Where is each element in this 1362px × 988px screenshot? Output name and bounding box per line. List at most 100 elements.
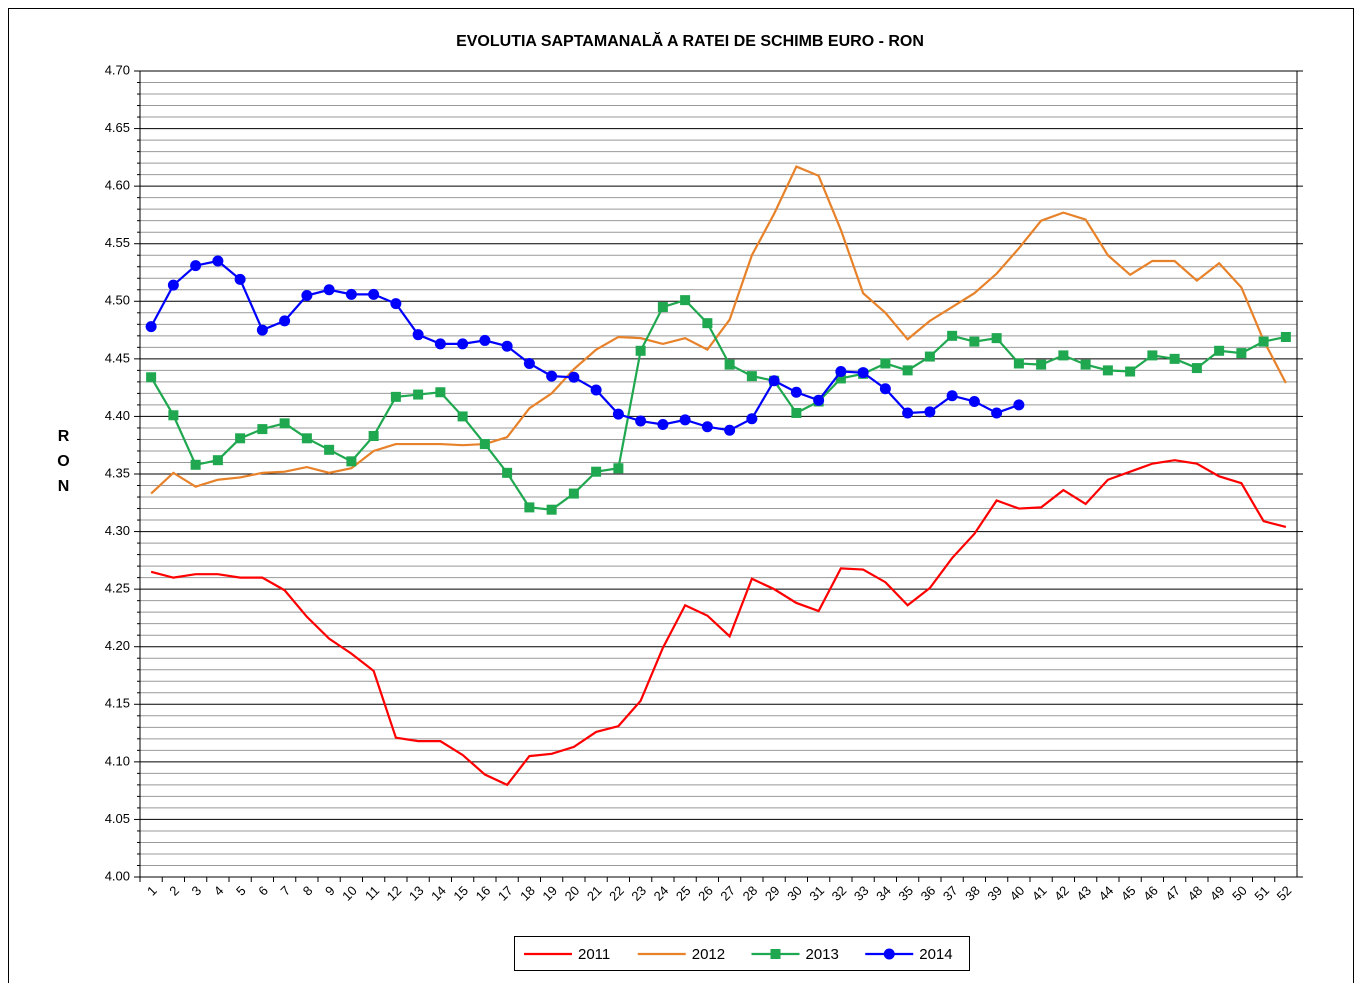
- point: [991, 333, 1002, 344]
- x-tick-label: 36: [918, 883, 939, 904]
- point: [724, 359, 735, 370]
- legend-label: 2013: [806, 946, 839, 963]
- point: [390, 391, 401, 402]
- point: [546, 504, 557, 515]
- legend-item: 2014: [865, 946, 953, 963]
- point: [1147, 350, 1158, 361]
- point: [590, 384, 602, 396]
- point: [746, 413, 758, 425]
- x-tick-label: 4: [211, 883, 227, 899]
- legend-label: 2011: [578, 946, 610, 963]
- x-tick-label: 48: [1185, 883, 1206, 904]
- point: [902, 407, 914, 419]
- x-tick-label: 24: [651, 883, 672, 904]
- x-tick-label: 26: [695, 883, 716, 904]
- point: [613, 463, 624, 474]
- y-tick-label: 4.15: [105, 696, 130, 711]
- x-tick-label: 38: [962, 883, 983, 904]
- y-tick-label: 4.60: [105, 178, 130, 193]
- point: [657, 302, 668, 313]
- point: [435, 387, 446, 398]
- point: [635, 415, 647, 427]
- x-tick-label: 17: [495, 883, 516, 904]
- x-tick-label: 8: [300, 883, 316, 899]
- x-tick-label: 18: [517, 883, 538, 904]
- series-line: [150, 165, 1287, 495]
- y-tick-label: 4.35: [105, 465, 130, 480]
- point: [701, 421, 713, 433]
- x-tick-label: 13: [406, 883, 427, 904]
- x-tick-label: 39: [984, 883, 1005, 904]
- y-tick-label: 4.25: [105, 581, 130, 596]
- legend-item: 2013: [751, 946, 839, 963]
- point: [835, 366, 847, 378]
- point: [146, 372, 157, 383]
- point: [680, 295, 691, 306]
- y-tick-label: 4.00: [105, 868, 130, 883]
- point: [301, 433, 312, 444]
- legend-marker: [770, 949, 781, 959]
- y-tick-label: 4.10: [105, 753, 130, 768]
- point: [457, 338, 469, 350]
- point: [924, 351, 935, 362]
- series-line: [150, 259, 1020, 432]
- x-tick-label: 19: [539, 883, 560, 904]
- x-tick-label: 29: [762, 883, 783, 904]
- point: [679, 414, 691, 426]
- point: [591, 466, 602, 477]
- y-axis-label: RON: [55, 428, 72, 503]
- point: [190, 260, 202, 272]
- point: [568, 488, 579, 499]
- x-tick-label: 41: [1029, 883, 1050, 904]
- point: [1169, 353, 1180, 364]
- point: [168, 410, 179, 421]
- x-tick-label: 28: [740, 883, 761, 904]
- point: [724, 424, 736, 436]
- y-tick-label: 4.40: [105, 408, 130, 423]
- y-tick-label: 4.30: [105, 523, 130, 538]
- x-tick-label: 46: [1140, 883, 1161, 904]
- point: [947, 330, 958, 341]
- x-tick-label: 9: [322, 883, 338, 899]
- point: [1036, 359, 1047, 370]
- x-tick-label: 23: [628, 883, 649, 904]
- point: [412, 329, 424, 341]
- x-tick-label: 30: [784, 883, 805, 904]
- point: [323, 284, 335, 296]
- legend-marker: [883, 948, 895, 960]
- x-tick-label: 16: [473, 883, 494, 904]
- point: [413, 389, 424, 400]
- point: [635, 345, 646, 356]
- point: [835, 373, 846, 384]
- point: [1280, 331, 1291, 342]
- point: [256, 324, 268, 336]
- point: [1080, 359, 1091, 370]
- point: [1236, 348, 1247, 359]
- point: [924, 406, 936, 418]
- x-tick-label: 20: [562, 883, 583, 904]
- point: [212, 455, 223, 466]
- point: [546, 370, 558, 382]
- point: [434, 338, 446, 350]
- x-tick-label: 49: [1207, 883, 1228, 904]
- x-tick-label: 22: [606, 883, 627, 904]
- x-tick-label: 3: [188, 883, 204, 899]
- point: [346, 456, 357, 467]
- x-tick-label: 25: [673, 883, 694, 904]
- point: [1125, 366, 1136, 377]
- point: [167, 279, 179, 291]
- point: [279, 315, 291, 327]
- point: [502, 467, 513, 478]
- point: [902, 365, 913, 376]
- legend-label: 2014: [919, 946, 952, 963]
- chart-border: [8, 8, 1354, 983]
- x-tick-label: 47: [1162, 883, 1183, 904]
- point: [501, 340, 513, 352]
- point: [145, 321, 157, 333]
- point: [279, 418, 290, 429]
- point: [235, 433, 246, 444]
- x-tick-label: 42: [1051, 883, 1072, 904]
- point: [946, 390, 958, 402]
- point: [790, 386, 802, 398]
- x-tick-label: 14: [428, 883, 449, 904]
